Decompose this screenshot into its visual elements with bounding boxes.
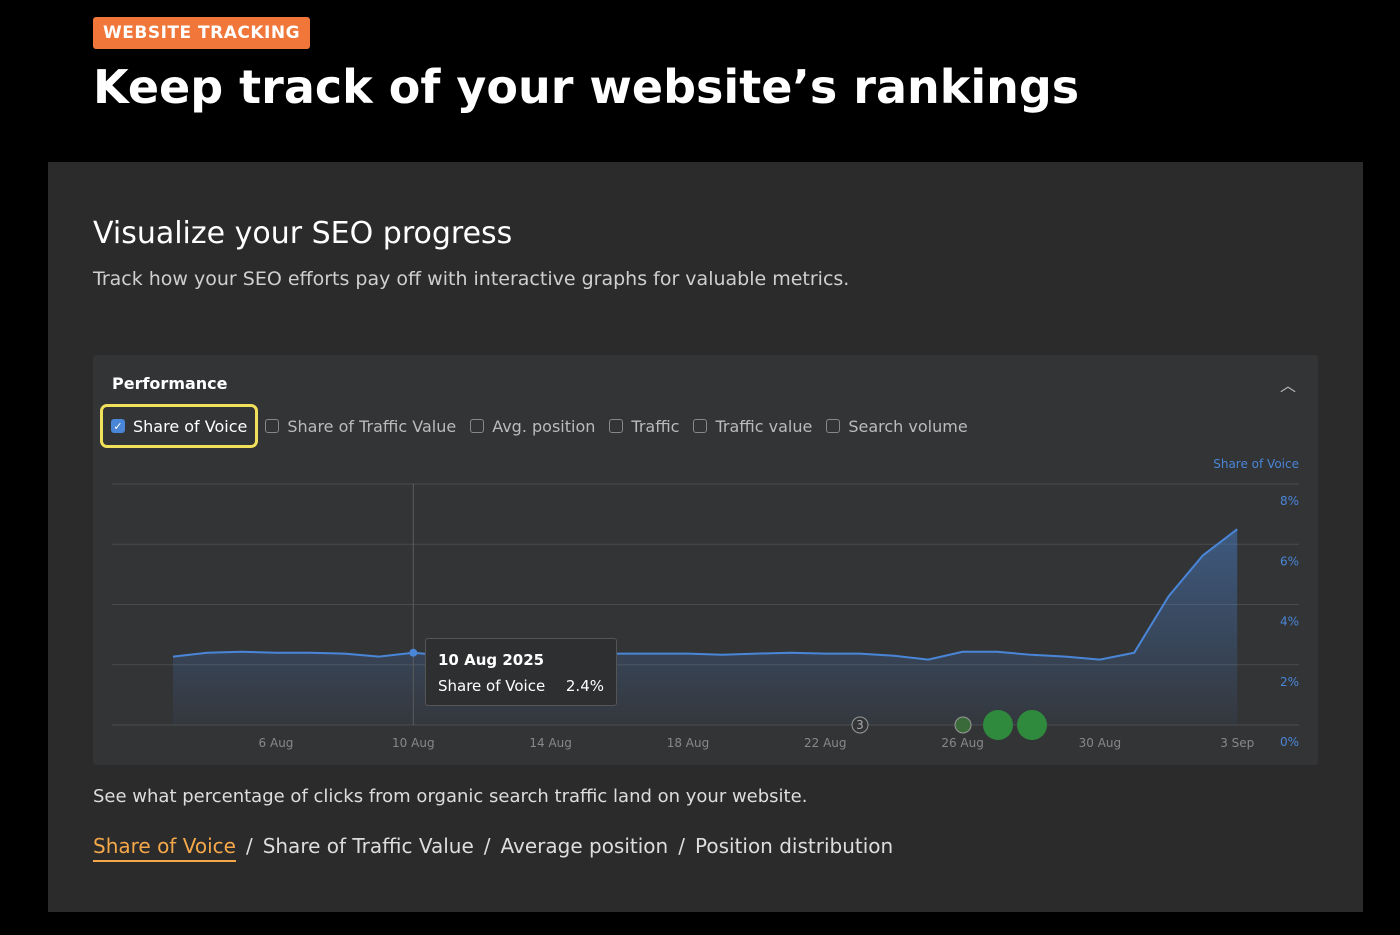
title: Keep track of your website’s rankings	[93, 60, 1080, 114]
metric-links: Share of Voice / Share of Traffic Value / Av…	[93, 834, 893, 862]
checkbox-box	[470, 419, 485, 433]
description: See what percentage of clicks from organ…	[93, 786, 808, 807]
separator: /	[483, 834, 491, 858]
x-tick-label: 14 Aug	[529, 736, 572, 750]
metric-link[interactable]: Share of Voice	[93, 834, 236, 862]
section-subtitle: Track how your SEO efforts pay off with …	[93, 268, 850, 290]
checkbox-label: Traffic	[631, 416, 680, 436]
metric-link[interactable]: Position distribution	[694, 834, 894, 858]
x-tick-label: 10 Aug	[392, 736, 435, 750]
y-axis-label: Share of Voice	[1213, 457, 1299, 471]
y-tick-label: 2%	[1280, 675, 1299, 689]
y-tick-label: 0%	[1280, 735, 1299, 749]
checkbox-box	[826, 419, 841, 433]
event-marker	[983, 710, 1013, 740]
tooltip-date: 10 Aug 2025	[438, 651, 545, 669]
checkbox[interactable]: Traffic	[602, 405, 686, 447]
checkbox-label: Avg. position	[492, 416, 596, 436]
metric-checkboxes: ✓ Share of Voice Share of Traffic Value Avg…	[100, 404, 975, 448]
metric-link[interactable]: Average position	[500, 834, 669, 858]
y-tick-label: 6%	[1280, 554, 1299, 568]
line	[172, 528, 1238, 661]
event-count: 3	[856, 718, 864, 732]
card-title: Performance	[112, 374, 228, 393]
checkbox-box	[609, 419, 624, 433]
event-marker	[1017, 710, 1047, 740]
x-tick-label: 26 Aug	[941, 736, 984, 750]
tooltip-series: Share of Voice	[438, 677, 546, 695]
event-marker	[954, 716, 972, 734]
checkbox[interactable]: ✓ Share of Voice	[100, 404, 259, 448]
checkbox-label: Share of Voice	[133, 416, 248, 436]
x-tick-label: 22 Aug	[804, 736, 847, 750]
checkbox-box: ✓	[111, 419, 125, 433]
checkbox[interactable]: Search volume	[819, 405, 974, 447]
checkbox-label: Share of Traffic Value	[287, 416, 457, 436]
separator: /	[245, 834, 253, 858]
checkbox-label: Traffic value	[715, 416, 813, 436]
event-marker	[851, 716, 869, 734]
checkbox[interactable]: Share of Traffic Value	[258, 405, 463, 447]
checkbox[interactable]: Avg. position	[463, 405, 602, 447]
x-tick-label: 30 Aug	[1079, 736, 1122, 750]
metric-link[interactable]: Share of Traffic Value	[262, 834, 474, 858]
checkbox-box	[693, 419, 708, 433]
section-title: Visualize your SEO progress	[93, 216, 513, 251]
x-tick-label: 18 Aug	[667, 736, 710, 750]
checkbox-box	[265, 419, 280, 433]
separator: /	[678, 834, 685, 858]
checkbox-label: Search volume	[848, 416, 968, 436]
area	[173, 529, 1238, 725]
x-tick-label: 6 Aug	[259, 736, 294, 750]
badge: WEBSITE TRACKING	[93, 17, 311, 49]
point	[409, 648, 418, 657]
tooltip: 10 Aug 2025 Share of Voice 2.4%	[425, 638, 617, 706]
tooltip-value: 2.4%	[565, 677, 604, 695]
y-tick-label: 8%	[1280, 494, 1299, 508]
x-tick-label: 3 Sep	[1220, 736, 1254, 750]
collapse-button[interactable]: ︿	[1280, 376, 1297, 395]
y-tick-label: 4%	[1280, 615, 1299, 629]
checkbox[interactable]: Traffic value	[686, 405, 819, 447]
